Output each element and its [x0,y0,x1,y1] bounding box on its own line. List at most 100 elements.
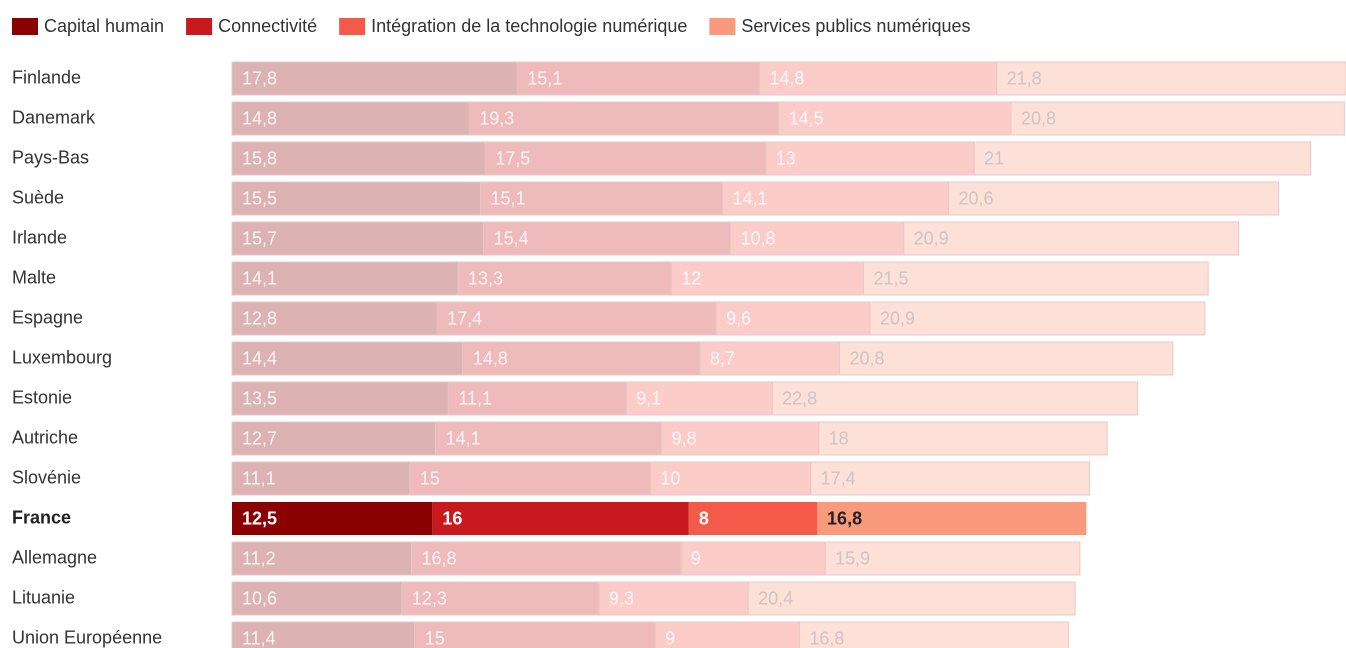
value-label: 17,4 [821,468,856,488]
bar-segment [479,181,723,216]
bar-segment [435,421,663,456]
value-label: 15,4 [494,228,529,248]
value-label: 15,8 [242,148,277,168]
bar-segment [231,261,459,296]
value-label: 13,3 [468,268,503,288]
bar-segment [758,61,998,96]
category-label: Slovénie [12,467,81,487]
legend-label: Connectivité [218,16,317,36]
value-label: 12,5 [242,508,277,528]
category-label: Finlande [12,67,81,87]
value-label: 10,8 [740,228,775,248]
value-label: 14,5 [789,108,824,128]
bar-segment [654,621,800,648]
value-label: 20,8 [1021,108,1056,128]
bar-segment [661,421,820,456]
bar-segment [947,181,1280,216]
category-label: Espagne [12,307,83,327]
value-label: 14,1 [732,188,767,208]
bar-segment [798,621,1070,648]
bar-segment [818,421,1108,456]
value-label: 18 [829,428,849,448]
bar-segment [231,381,449,416]
value-label: 16,8 [422,548,457,568]
bar-segment [996,61,1346,96]
bar-segment [401,581,600,616]
category-label: Suède [12,187,64,207]
category-label: Irlande [12,227,67,247]
bar-segment [484,141,767,176]
bar-segment [231,541,413,576]
category-label: Luxembourg [12,347,112,367]
bar-segment [771,381,1139,416]
value-label: 15,1 [490,188,525,208]
value-label: 21,8 [1007,68,1042,88]
legend-swatch [339,18,366,35]
value-label: 14,8 [242,108,277,128]
bar-segment [409,461,651,496]
value-label: 12,8 [242,308,277,328]
value-label: 11,4 [242,628,276,648]
value-label: 8,7 [710,348,735,368]
bar-segment [838,341,1174,376]
value-label: 9 [665,628,675,648]
legend-swatch [12,18,38,35]
legend-label: Services publics numériques [741,16,970,36]
value-label: 13,5 [242,388,277,408]
value-label: 10 [660,468,680,488]
value-label: 20,6 [958,188,993,208]
value-label: 16 [442,508,462,528]
bar-segment [432,502,689,535]
bar-segment [1010,101,1345,136]
category-label: France [12,507,71,527]
value-label: 15,9 [835,548,870,568]
bar-segment [778,101,1012,136]
legend-swatch [186,18,213,35]
value-label: 8 [699,508,709,528]
bar-segment [232,502,433,535]
bar-segment [516,61,760,96]
value-label: 14,4 [242,348,277,368]
value-label: 9,3 [609,588,634,608]
value-label: 19,3 [479,108,514,128]
value-label: 14,8 [769,68,804,88]
value-label: 15 [420,468,440,488]
value-label: 14,1 [446,428,481,448]
value-label: 15 [425,628,445,648]
value-label: 17,4 [447,308,482,328]
bar-segment [747,581,1076,616]
bar-segment [869,301,1206,336]
bar-segment [483,221,731,256]
bar-segment [231,461,411,496]
bar-segment [670,261,865,296]
bar-segment [680,541,826,576]
category-label: Malte [12,267,56,287]
bar-segment [231,61,518,96]
bar-segment [231,301,438,336]
category-label: Allemagne [12,547,97,567]
bar-segment [699,341,840,376]
category-label: Danemark [12,107,96,127]
bar-segment [765,141,975,176]
value-label: 13 [776,148,796,168]
bar-segment [810,461,1091,496]
bar-segment [436,301,717,336]
value-label: 15,1 [527,68,562,88]
value-label: 20,9 [880,308,915,328]
bar-segment [973,141,1312,176]
bar-segment [715,301,871,336]
bar-segment [414,621,656,648]
bar-segment [468,101,780,136]
value-label: 11,2 [242,548,276,568]
value-label: 9,6 [726,308,751,328]
value-label: 21 [984,148,1004,168]
value-label: 11,1 [242,468,276,488]
bar-segment [729,221,905,256]
bar-segment [231,141,486,176]
bar-segment [817,502,1087,535]
category-label: Union Européenne [12,627,162,647]
value-label: 12,7 [242,428,277,448]
category-label: Lituanie [12,587,75,607]
